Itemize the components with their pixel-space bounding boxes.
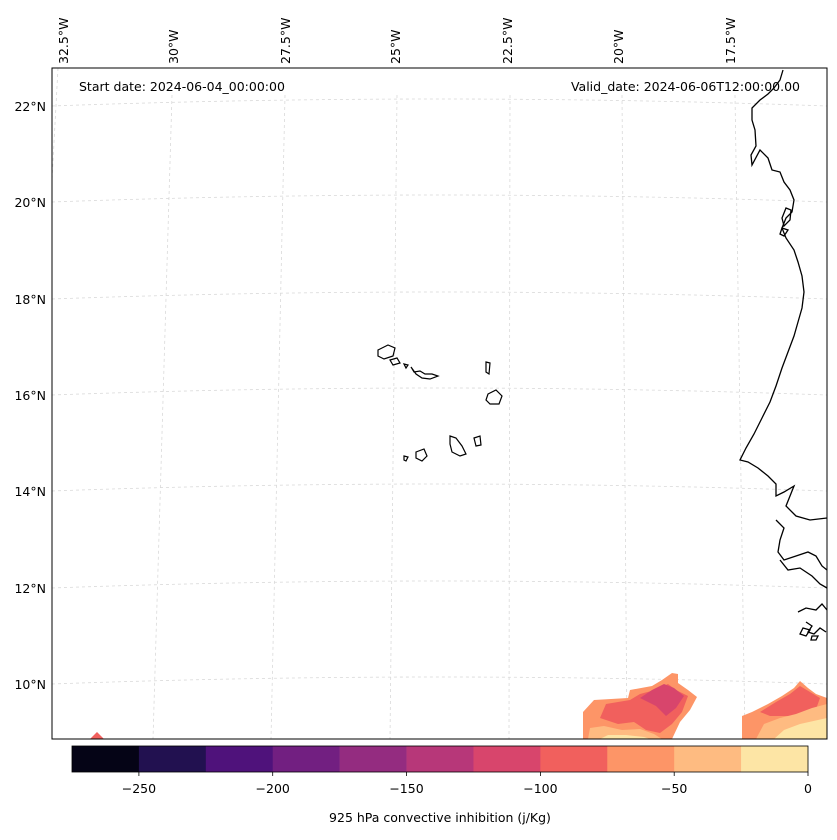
island-sal: [485, 361, 491, 376]
cin-patch-east-palest: [774, 718, 827, 739]
valid-date-label: Valid_date: 2024-06-06T12:00:00.00: [571, 79, 800, 94]
island-santa-luzia: [402, 363, 409, 370]
parallel-10n: [51, 676, 828, 685]
island-boa-vista: [485, 389, 503, 405]
cap-blanc: [779, 227, 790, 237]
colorbar-swatch: [406, 746, 474, 772]
colorbar-label: 925 hPa convective inhibition (j/Kg): [329, 810, 551, 825]
meridian-25w: [389, 94, 398, 740]
parallel-12n: [51, 580, 828, 589]
guinea-coast-south: [797, 603, 828, 613]
coastlines: [739, 69, 828, 641]
lon-label: 30°W: [166, 29, 181, 64]
lon-label: 27.5°W: [278, 18, 293, 64]
meridian-32-5w: [51, 67, 59, 181]
lat-label: 20°N: [14, 195, 46, 210]
lat-label: 22°N: [14, 99, 46, 114]
colorbar-swatch: [205, 746, 274, 772]
latitude-labels: 22°N 20°N 18°N 16°N 14°N 12°N 10°N: [14, 99, 46, 692]
lon-label: 25°W: [388, 29, 403, 64]
lat-label: 12°N: [14, 581, 46, 596]
map-frame: [51, 67, 828, 740]
colorbar-swatch: [138, 746, 207, 772]
lon-label: 20°W: [611, 29, 626, 64]
lon-label: 17.5°W: [723, 18, 738, 64]
colorbar-tick-label: 0: [804, 781, 812, 796]
island-santiago: [449, 435, 467, 457]
parallel-18n: [51, 291, 828, 300]
meridian-27-5w: [270, 94, 286, 740]
colorbar-frame: [71, 745, 809, 773]
lat-label: 18°N: [14, 292, 46, 307]
sierra-leone-coast: [805, 621, 827, 635]
cin-patch-west: [90, 732, 104, 739]
lat-label: 10°N: [14, 677, 46, 692]
colorbar-swatch: [674, 746, 742, 772]
island-maio: [473, 435, 482, 447]
lon-label: 32.5°W: [56, 18, 71, 64]
colorbar-swatch: [741, 746, 809, 772]
parallel-14n: [51, 483, 828, 492]
cin-contours: [90, 673, 827, 739]
longitude-labels: 32.5°W 30°W 27.5°W 25°W 22.5°W 20°W 17.5…: [56, 18, 738, 64]
colorbar-tick-label: −250: [122, 781, 156, 796]
bissagos-coast: [779, 559, 828, 589]
gambia-guinea-coast: [775, 519, 828, 571]
parallel-20n: [51, 194, 828, 203]
west-africa-coast: [739, 69, 828, 521]
colorbar-swatch: [339, 746, 407, 772]
island-brava: [403, 455, 409, 462]
colorbar-tick-label: −200: [256, 781, 290, 796]
colorbar-swatches: [72, 746, 809, 772]
colorbar-swatch: [272, 746, 340, 772]
colorbar-ticks: [138, 772, 809, 776]
dakhla-peninsula: [781, 207, 792, 228]
colorbar-swatch: [607, 746, 675, 772]
bijagos-island-2: [810, 635, 820, 641]
lon-label: 22.5°W: [500, 18, 515, 64]
colorbar: −250 −200 −150 −100 −50 0 925 hPa convec…: [71, 745, 812, 825]
parallel-16n: [51, 387, 828, 396]
island-santo-antao: [377, 344, 396, 360]
bijagos-island-1: [799, 627, 812, 637]
map-area: [52, 68, 827, 739]
cin-patch-center-dark: [640, 684, 684, 716]
cin-patch-east-mid: [760, 686, 820, 716]
meridian-30w: [152, 94, 173, 740]
colorbar-swatch: [540, 746, 608, 772]
colorbar-tick-labels: −250 −200 −150 −100 −50 0: [122, 781, 812, 796]
lat-label: 14°N: [14, 484, 46, 499]
colorbar-swatch: [72, 746, 140, 772]
cin-patch-center-palest: [600, 735, 650, 739]
colorbar-tick-label: −50: [661, 781, 687, 796]
island-sao-nicolau: [410, 366, 440, 380]
cape-verde-islands: [377, 344, 503, 462]
parallel-22n: [51, 98, 828, 107]
island-fogo: [415, 448, 428, 462]
lat-label: 16°N: [14, 388, 46, 403]
island-sao-vicente: [389, 357, 401, 366]
start-date-label: Start date: 2024-06-04_00:00:00: [79, 79, 285, 94]
meridian-17-5w: [734, 94, 746, 740]
gridlines: [51, 67, 828, 740]
colorbar-swatch: [473, 746, 541, 772]
colorbar-tick-label: −100: [523, 781, 557, 796]
meridian-22-5w: [508, 94, 511, 740]
colorbar-tick-label: −150: [389, 781, 423, 796]
meridian-20w: [621, 94, 628, 740]
